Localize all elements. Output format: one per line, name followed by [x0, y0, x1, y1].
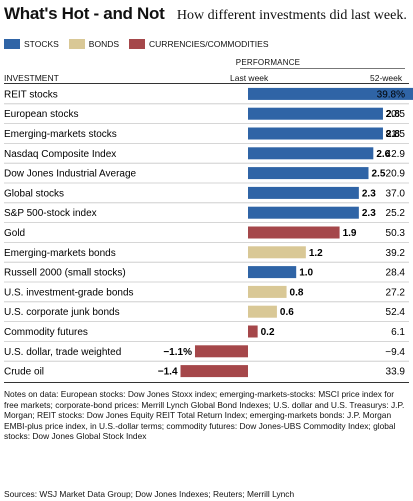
category-label-gold: Gold — [4, 228, 25, 239]
week52-value-gold: 50.3 — [386, 228, 406, 239]
bar-u-s-corporate-junk-bonds — [248, 305, 277, 318]
week52-value-global-stocks: 37.0 — [386, 188, 406, 199]
value-label-dow-jones-industrial-average: 2.5 — [372, 169, 386, 180]
category-label-emerging-markets-stocks: Emerging-markets stocks — [4, 129, 117, 140]
value-label-u-s-investment-grade-bonds: 0.8 — [290, 287, 304, 298]
legend: STOCKS BONDS CURRENCIES/COMMODITIES — [4, 37, 279, 51]
bar-u-s-dollar-trade-weighted — [194, 345, 248, 358]
last-week-column-header: Last week — [230, 73, 269, 83]
value-label-emerging-markets-stocks: 2.8 — [386, 129, 400, 140]
bar-commodity-futures — [248, 325, 258, 338]
value-label-u-s-dollar-trade-weighted: −1.1% — [163, 347, 192, 358]
value-label-nasdaq-composite-index: 2.6 — [376, 149, 390, 160]
bar-reit-stocks — [248, 87, 413, 100]
category-label-global-stocks: Global stocks — [4, 188, 64, 199]
legend-item-bonds: BONDS — [68, 39, 120, 49]
bar-chart: REIT stocks6.2%39.8%European stocks2.820… — [4, 87, 413, 378]
category-label-dow-jones-industrial-average: Dow Jones Industrial Average — [4, 169, 137, 180]
value-label-crude-oil: −1.4 — [158, 367, 178, 378]
investment-column-header: INVESTMENT — [4, 73, 59, 83]
legend-item-commodities: CURRENCIES/COMMODITIES — [129, 39, 269, 49]
bar-global-stocks — [248, 186, 359, 199]
week52-value-emerging-markets-stocks: 81.5 — [386, 129, 406, 140]
category-label-european-stocks: European stocks — [4, 109, 79, 120]
category-label-nasdaq-composite-index: Nasdaq Composite Index — [4, 149, 116, 160]
week52-value-u-s-investment-grade-bonds: 27.2 — [386, 287, 406, 298]
category-label-crude-oil: Crude oil — [4, 367, 44, 378]
header-rule — [4, 83, 409, 84]
title-row: What's Hot - and Not How different inves… — [4, 4, 409, 26]
week52-value-russell-2000-small-stocks: 28.4 — [386, 268, 406, 279]
value-label-commodity-futures: 0.2 — [261, 327, 275, 338]
week52-value-reit-stocks: 39.8% — [377, 89, 405, 100]
bar-gold — [248, 226, 340, 239]
sources-text: Sources: WSJ Market Data Group; Dow Jone… — [4, 489, 295, 499]
category-label-s-p-500-stock-index: S&P 500-stock index — [4, 208, 97, 219]
legend-swatch-bonds — [68, 39, 85, 49]
category-label-u-s-corporate-junk-bonds: U.S. corporate junk bonds — [4, 307, 120, 318]
legend-swatch-commodities — [129, 39, 146, 49]
category-label-u-s-dollar-trade-weighted: U.S. dollar, trade weighted — [4, 347, 121, 358]
week52-value-crude-oil: 33.9 — [386, 367, 406, 378]
legend-swatch-stocks — [4, 39, 20, 49]
legend-label-bonds: BONDS — [88, 39, 120, 49]
week52-value-s-p-500-stock-index: 25.2 — [386, 208, 406, 219]
week52-value-dow-jones-industrial-average: 20.9 — [386, 169, 406, 180]
bar-emerging-markets-bonds — [248, 246, 306, 259]
bar-crude-oil — [180, 365, 248, 378]
value-label-global-stocks: 2.3 — [362, 188, 376, 199]
performance-header: PERFORMANCE — [235, 58, 301, 67]
chart-bottom-rule — [4, 382, 409, 383]
performance-rule — [240, 68, 405, 69]
week52-value-nasdaq-composite-index: 42.9 — [386, 149, 406, 160]
legend-label-commodities: CURRENCIES/COMMODITIES — [149, 39, 269, 49]
bar-dow-jones-industrial-average — [248, 167, 369, 180]
bar-s-p-500-stock-index — [248, 206, 359, 219]
bar-emerging-markets-stocks — [248, 127, 383, 140]
category-label-emerging-markets-bonds: Emerging-markets bonds — [4, 248, 116, 259]
week52-value-u-s-corporate-junk-bonds: 52.4 — [386, 307, 406, 318]
legend-item-stocks: STOCKS — [4, 39, 59, 49]
bar-u-s-investment-grade-bonds — [248, 285, 287, 298]
chart-title: What's Hot - and Not — [4, 4, 165, 23]
chart-subtitle: How different investments did last week. — [176, 8, 407, 23]
category-label-u-s-investment-grade-bonds: U.S. investment-grade bonds — [4, 287, 134, 298]
legend-label-stocks: STOCKS — [24, 39, 59, 49]
value-label-european-stocks: 2.8 — [386, 109, 400, 120]
value-label-emerging-markets-bonds: 1.2 — [309, 248, 323, 259]
category-label-reit-stocks: REIT stocks — [4, 89, 58, 100]
week52-column-header: 52-week — [370, 73, 403, 83]
value-label-u-s-corporate-junk-bonds: 0.6 — [280, 307, 294, 318]
week52-value-commodity-futures: 6.1 — [391, 327, 405, 338]
value-label-gold: 1.9 — [343, 228, 357, 239]
category-label-commodity-futures: Commodity futures — [4, 327, 88, 338]
week52-value-european-stocks: 20.5 — [386, 109, 406, 120]
bar-russell-2000-small-stocks — [248, 266, 297, 279]
week52-value-emerging-markets-bonds: 39.2 — [386, 248, 406, 259]
value-label-russell-2000-small-stocks: 1.0 — [299, 268, 313, 279]
bar-nasdaq-composite-index — [248, 147, 374, 160]
bar-european-stocks — [248, 107, 383, 120]
category-label-russell-2000-small-stocks: Russell 2000 (small stocks) — [4, 268, 126, 279]
notes-text: Notes on data: European stocks: Dow Jone… — [4, 389, 405, 442]
week52-value-u-s-dollar-trade-weighted: −9.4 — [385, 347, 405, 358]
value-label-s-p-500-stock-index: 2.3 — [362, 208, 376, 219]
